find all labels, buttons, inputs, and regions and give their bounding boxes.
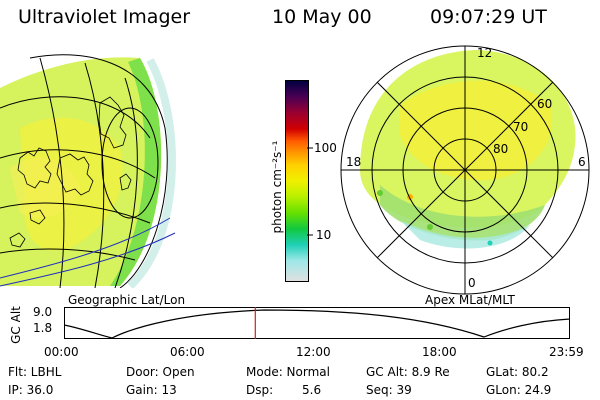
info-gain: Gain: 13	[126, 383, 177, 397]
mlt-label-18: 18	[346, 155, 362, 169]
mlt-label-12: 12	[477, 46, 493, 60]
colorbar-ticks	[307, 147, 313, 236]
info-mode: Mode: Normal	[246, 365, 330, 379]
info-seq: Seq: 39	[366, 383, 412, 397]
date-label: 10 May 00	[272, 6, 372, 28]
mlt-label-6: 6	[578, 155, 586, 169]
alt-tick-high: 9.0	[33, 305, 53, 319]
time-tick-0000: 00:00	[44, 345, 79, 359]
apex-panel-label: Apex MLat/MLT	[425, 293, 515, 307]
info-ip: IP: 36.0	[8, 383, 54, 397]
mlat-label-80: 80	[493, 142, 509, 156]
colorbar	[285, 80, 309, 282]
altitude-plot	[63, 307, 571, 339]
time-tick-2359: 23:59	[549, 345, 584, 359]
colorbar-tick-100: 100	[314, 141, 337, 155]
geographic-globe	[0, 54, 176, 288]
time-tick-1200: 12:00	[296, 345, 331, 359]
instrument-title: Ultraviolet Imager	[18, 6, 191, 28]
polar-plot	[340, 45, 590, 295]
info-filter: Flt: LBHL	[8, 365, 62, 379]
time-tick-0600: 06:00	[170, 345, 205, 359]
alt-plot-ylabel: GC Alt	[9, 306, 23, 344]
info-door: Door: Open	[126, 365, 195, 379]
mlt-label-0: 0	[468, 276, 476, 290]
colorbar-unit-label: photon cm⁻²s⁻¹	[270, 140, 284, 234]
info-glat: GLat: 80.2	[486, 365, 549, 379]
mlat-label-60: 60	[537, 97, 553, 111]
info-dsp-value: 5.6	[302, 383, 322, 397]
info-dsp-label: Dsp:	[246, 383, 274, 397]
info-gc-alt: GC Alt: 8.9 Re	[366, 365, 450, 379]
mlat-label-70: 70	[513, 120, 529, 134]
time-label: 09:07:29 UT	[430, 6, 547, 28]
geographic-panel-label: Geographic Lat/Lon	[68, 293, 186, 307]
alt-tick-low: 1.8	[33, 321, 53, 335]
colorbar-tick-10: 10	[316, 228, 332, 242]
time-tick-1800: 18:00	[422, 345, 457, 359]
info-glon: GLon: 24.9	[486, 383, 552, 397]
